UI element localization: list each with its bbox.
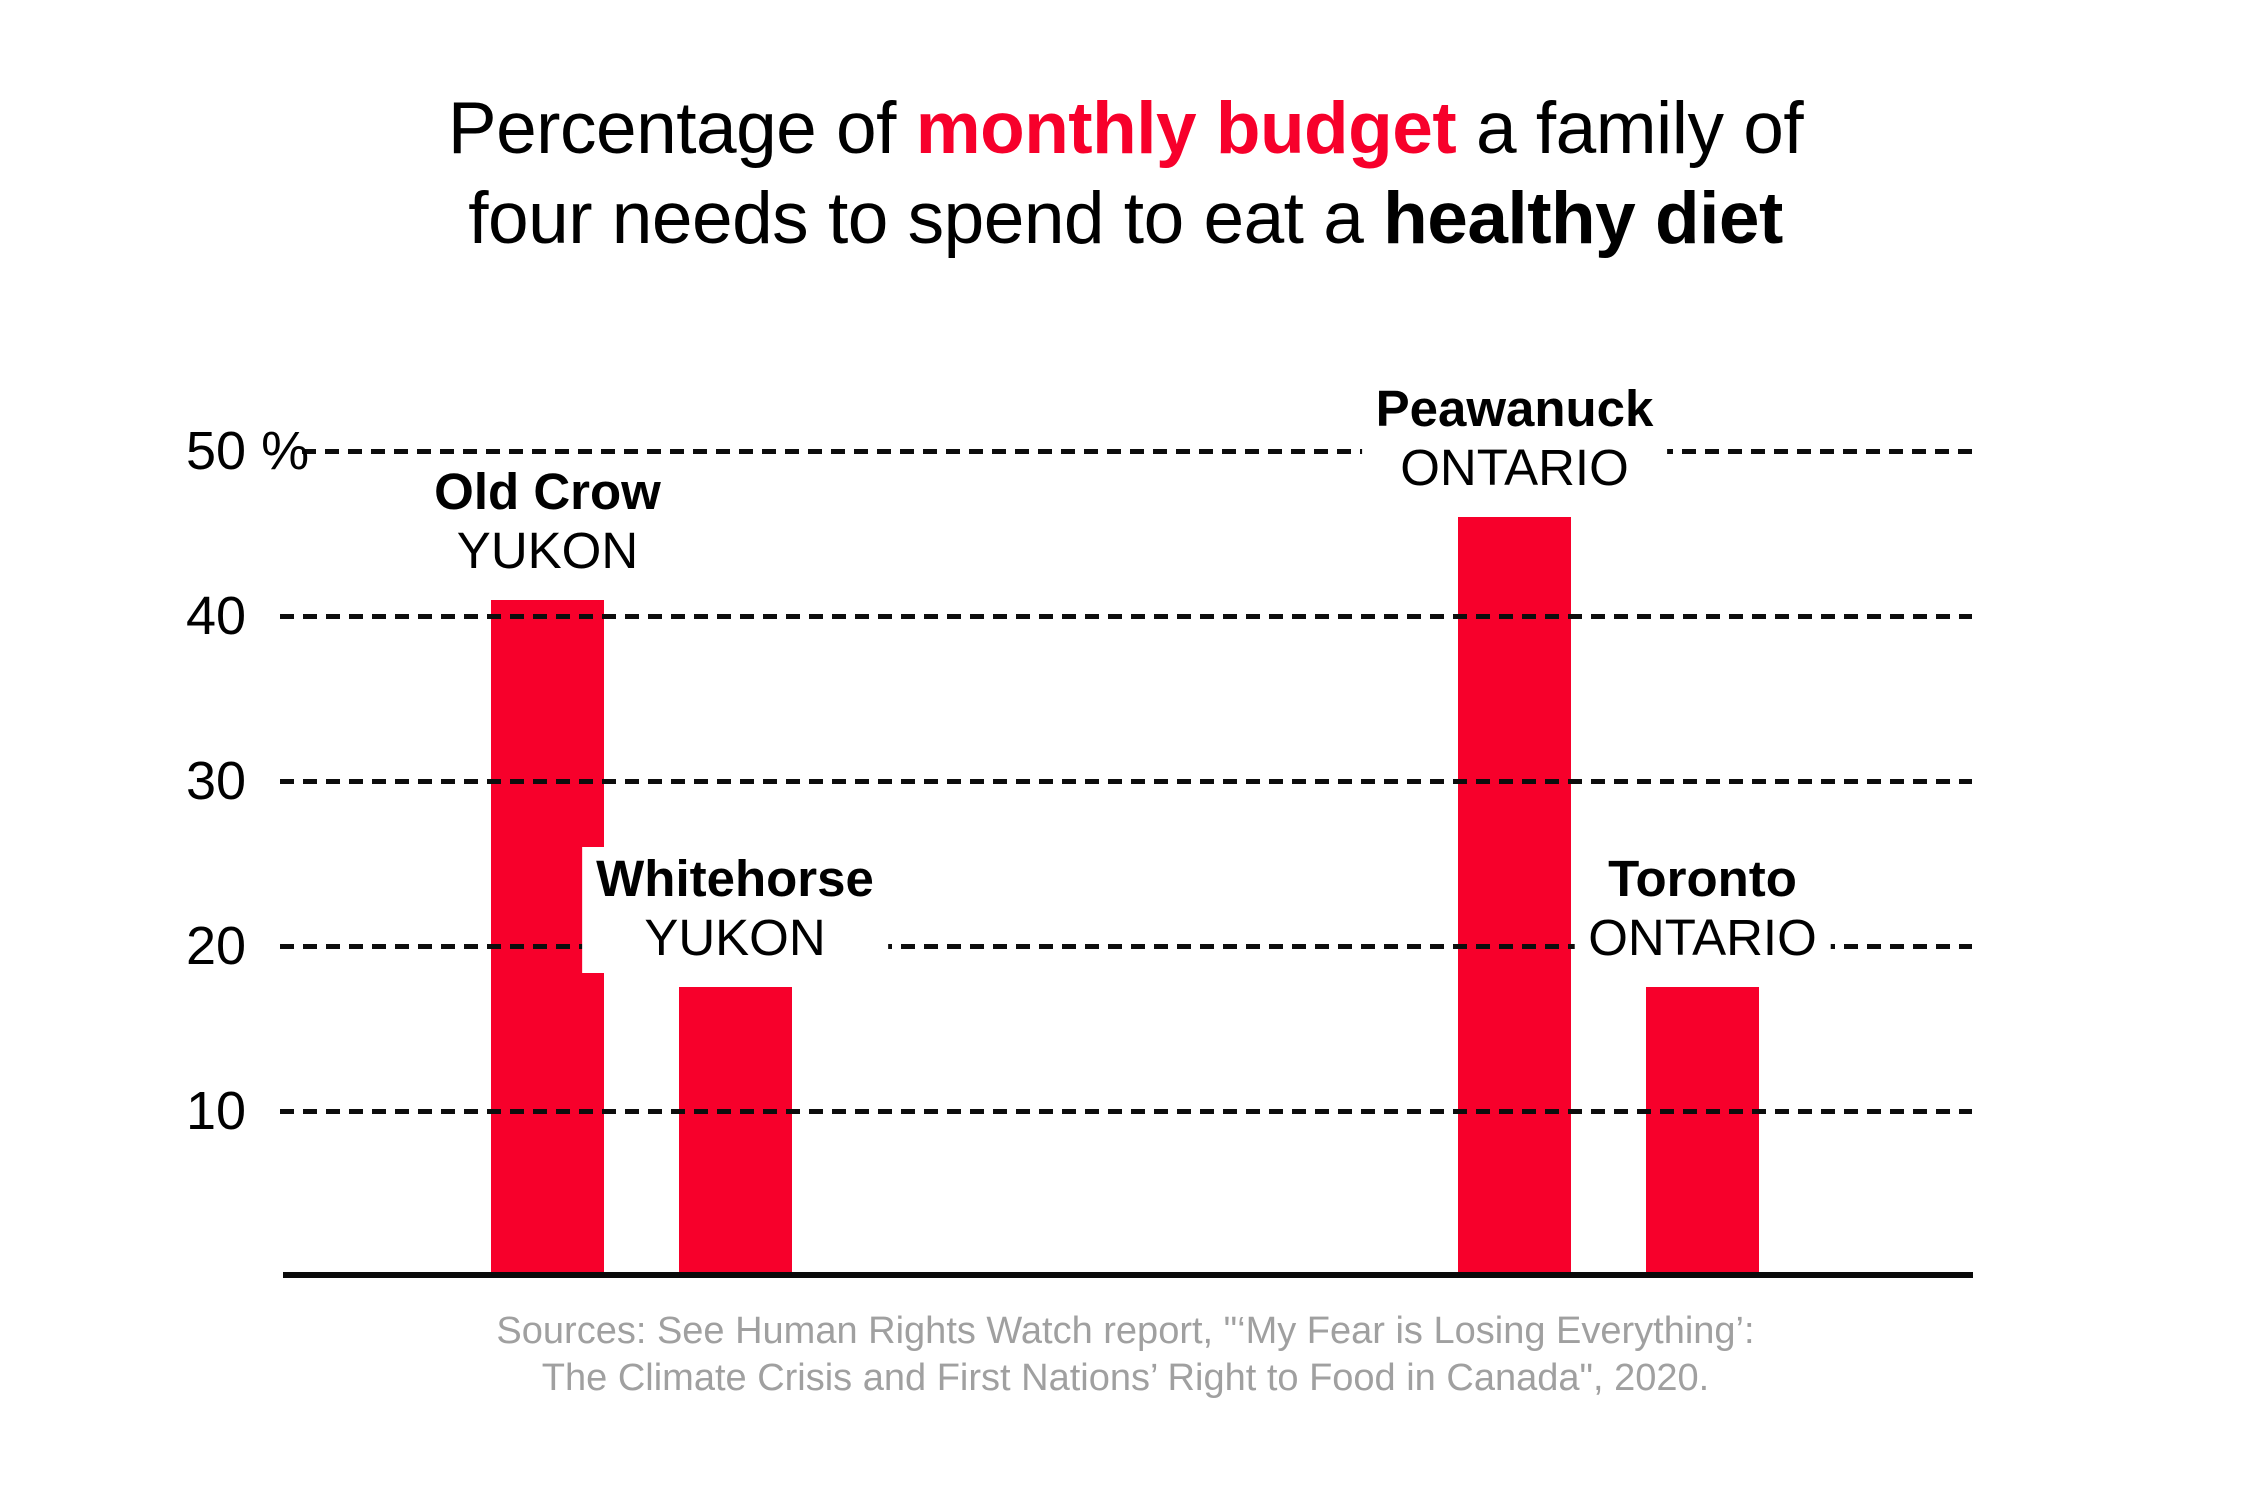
source-line-1: Sources: See Human Rights Watch report, … <box>496 1310 1755 1352</box>
title-highlight-monthly-budget: monthly budget <box>915 88 1457 169</box>
region-name: ONTARIO <box>1588 909 1817 967</box>
title-line-2: four needs to spend to eat a healthy die… <box>0 174 2251 264</box>
bar-peawanuck <box>1458 517 1571 1276</box>
y-axis-tick-label-40: 40 <box>186 586 247 646</box>
gridline-30 <box>280 779 1972 784</box>
city-name: Whitehorse <box>596 850 874 908</box>
bar-group-label-peawanuck: Peawanuck ONTARIO <box>1361 377 1668 503</box>
source-note: Sources: See Human Rights Watch report, … <box>0 1308 2251 1402</box>
y-axis-tick-label-10: 10 <box>186 1081 247 1141</box>
bar-toronto <box>1646 987 1759 1276</box>
city-name: Old Crow <box>434 462 661 520</box>
region-name: YUKON <box>456 521 639 579</box>
city-name: Peawanuck <box>1375 380 1654 437</box>
gridline-50 <box>302 449 1972 454</box>
city-name: Toronto <box>1608 850 1797 908</box>
y-axis-tick-label-30: 30 <box>186 751 247 811</box>
bar-group-label-whitehorse: Whitehorse YUKON <box>582 847 888 974</box>
title-line-1: Percentage of monthly budget a family of <box>0 84 2251 174</box>
y-axis-tick-label-50: 50 % <box>186 421 310 481</box>
bar-whitehorse <box>678 987 792 1276</box>
region-name: YUKON <box>644 909 826 967</box>
title-text: a family of <box>1456 88 1804 169</box>
title-text: Percentage of <box>447 88 916 169</box>
page-title: Percentage of monthly budget a family of… <box>0 84 2251 264</box>
y-axis-tick-label-20: 20 <box>186 916 247 976</box>
bar-group-label-toronto: Toronto ONTARIO <box>1574 847 1831 974</box>
bar-group-label-old-crow: Old Crow YUKON <box>420 459 675 586</box>
title-text: four needs to spend to eat a <box>468 178 1384 259</box>
x-axis-line <box>283 1272 1973 1278</box>
gridline-20 <box>280 944 1972 949</box>
gridline-40 <box>280 614 1972 619</box>
source-line-2: The Climate Crisis and First Nations’ Ri… <box>541 1357 1710 1399</box>
title-highlight-healthy-diet: healthy diet <box>1383 178 1783 259</box>
region-name: ONTARIO <box>1400 439 1629 496</box>
gridline-10 <box>280 1109 1972 1114</box>
